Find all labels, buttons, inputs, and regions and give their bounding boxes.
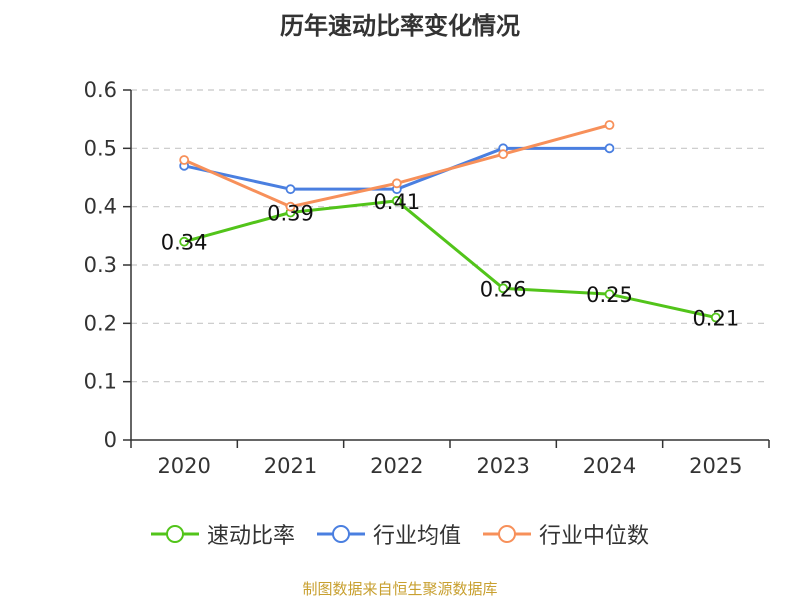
- data-point: [710, 312, 721, 323]
- data-label: 0.25: [586, 283, 633, 307]
- grid-layer: [131, 89, 769, 383]
- x-tick-label: 2022: [370, 454, 423, 478]
- legend-marker-icon: [483, 525, 531, 543]
- data-point: [498, 149, 509, 160]
- legend-marker-icon: [316, 525, 365, 543]
- data-point: [498, 283, 509, 294]
- data-point: [391, 195, 402, 206]
- legend-label: 行业均值: [372, 524, 461, 549]
- y-tick-label: 0.3: [84, 253, 117, 277]
- legend-label: 行业中位数: [539, 524, 650, 549]
- legend-marker-icon: [150, 525, 199, 543]
- data-point: [285, 201, 296, 212]
- data-point: [604, 143, 615, 154]
- series-layer: [179, 120, 721, 323]
- legend-item-industry-median[interactable]: 行业中位数: [483, 518, 649, 550]
- x-tick-label: 2024: [583, 454, 636, 478]
- data-label: 0.26: [480, 277, 527, 301]
- data-point: [179, 236, 190, 247]
- data-label: 0.41: [373, 190, 420, 214]
- axis-layer: 0 0.1 0.2 0.3 0.4 0.5 0.6 2020 2021 2022 2023 2024 2…: [84, 78, 770, 478]
- data-point: [179, 155, 190, 165]
- legend-item-industry-mean[interactable]: 行业均值: [316, 518, 461, 550]
- source-note: 制图数据来自恒生聚源数据库: [302, 580, 498, 598]
- data-label: 0.21: [692, 307, 739, 331]
- y-tick-label: 0.1: [84, 370, 117, 394]
- legend: 速动比率 行业均值 行业中位数: [0, 518, 800, 550]
- x-tick-label: 2020: [157, 454, 210, 478]
- y-tick-label: 0.6: [84, 78, 117, 102]
- data-label: 0.39: [267, 202, 314, 226]
- series-line-0: [183, 199, 717, 319]
- y-tick-label: 0.5: [84, 136, 117, 160]
- x-tick-label: 2023: [476, 454, 529, 478]
- data-point: [604, 120, 615, 130]
- data-point: [391, 178, 402, 189]
- y-tick-label: 0: [104, 428, 117, 452]
- x-tick-label: 2025: [689, 454, 742, 478]
- legend-label: 速动比率: [206, 524, 295, 549]
- chart-title: 历年速动比率变化情况: [280, 12, 520, 40]
- legend-item-quick-ratio[interactable]: 速动比率: [150, 518, 295, 550]
- x-tick-label: 2021: [264, 454, 317, 478]
- data-label: 0.34: [161, 231, 208, 255]
- data-label-layer: 0.34 0.39 0.41 0.26 0.25 0.21: [161, 190, 739, 331]
- y-tick-label: 0.2: [84, 311, 117, 335]
- y-tick-label: 0.4: [84, 195, 117, 219]
- data-point: [285, 184, 296, 195]
- data-point: [604, 289, 615, 300]
